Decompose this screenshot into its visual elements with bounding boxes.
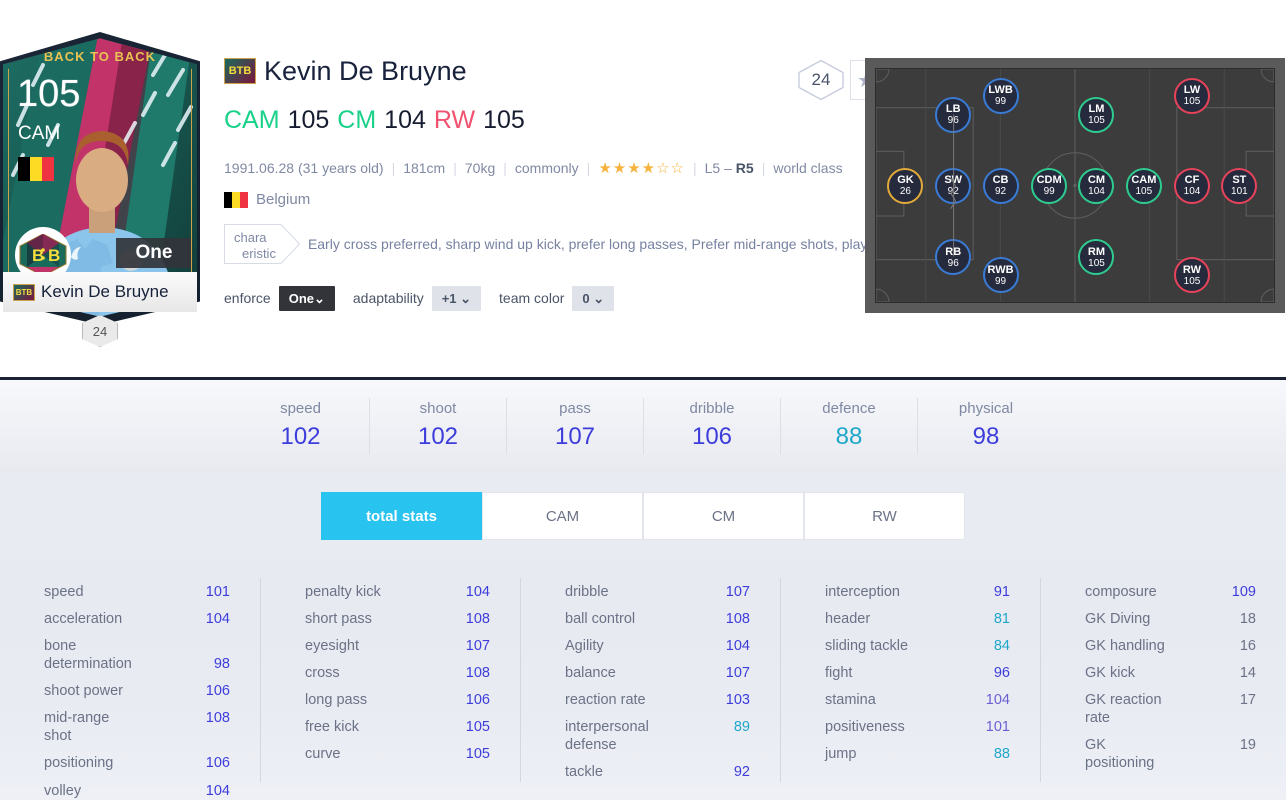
svg-text:B: B [48, 246, 60, 265]
